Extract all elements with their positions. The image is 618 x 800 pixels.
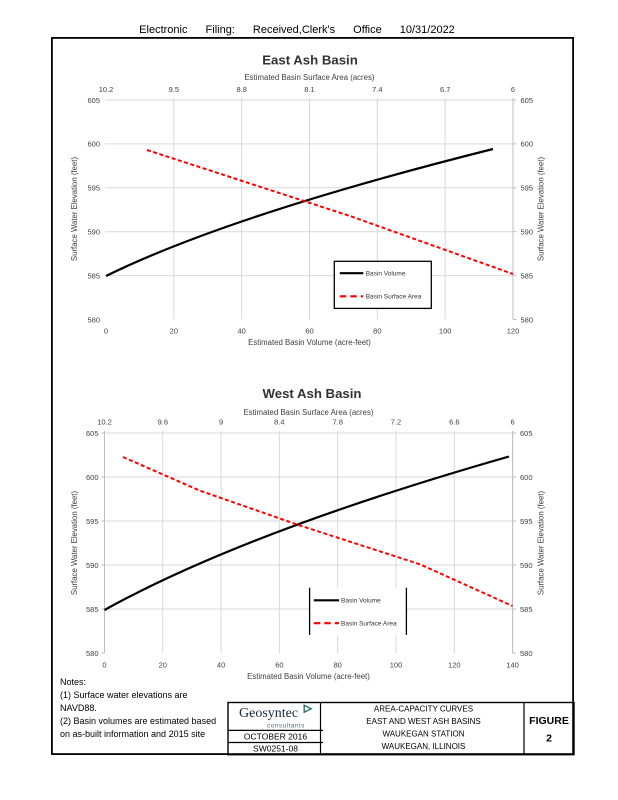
svg-text:600: 600 bbox=[521, 140, 534, 149]
svg-text:580: 580 bbox=[86, 649, 99, 658]
svg-text:Geosyntec: Geosyntec bbox=[239, 706, 298, 721]
svg-text:585: 585 bbox=[87, 271, 100, 280]
svg-text:Estimated Basin Surface Area (: Estimated Basin Surface Area (acres) bbox=[243, 408, 373, 417]
svg-text:WAUKEGAN STATION: WAUKEGAN STATION bbox=[382, 730, 464, 739]
svg-text:7.4: 7.4 bbox=[372, 85, 382, 94]
svg-text:9: 9 bbox=[219, 418, 223, 427]
svg-text:20: 20 bbox=[170, 327, 178, 336]
svg-text:Basin Volume: Basin Volume bbox=[366, 271, 406, 278]
svg-text:20: 20 bbox=[159, 661, 167, 670]
svg-text:Basin Volume: Basin Volume bbox=[341, 598, 381, 605]
svg-text:10.2: 10.2 bbox=[97, 418, 112, 427]
svg-text:605: 605 bbox=[87, 96, 100, 105]
svg-text:7.8: 7.8 bbox=[332, 418, 342, 427]
svg-text:(2) Basin volumes are estimate: (2) Basin volumes are estimated based bbox=[60, 716, 216, 726]
svg-text:605: 605 bbox=[86, 429, 99, 438]
svg-text:80: 80 bbox=[373, 327, 381, 336]
svg-text:80: 80 bbox=[334, 661, 342, 670]
svg-text:100: 100 bbox=[390, 661, 403, 670]
svg-text:590: 590 bbox=[86, 561, 99, 570]
svg-text:595: 595 bbox=[521, 184, 534, 193]
svg-text:590: 590 bbox=[521, 228, 534, 237]
svg-text:60: 60 bbox=[275, 661, 283, 670]
svg-text:consultants: consultants bbox=[267, 722, 305, 729]
svg-text:Surface Water Elevation (feet): Surface Water Elevation (feet) bbox=[70, 157, 79, 262]
svg-text:East Ash Basin: East Ash Basin bbox=[262, 53, 358, 68]
svg-text:Basin Surface Area: Basin Surface Area bbox=[341, 621, 397, 628]
svg-text:6.6: 6.6 bbox=[449, 418, 459, 427]
svg-text:(1) Surface water elevations a: (1) Surface water elevations are bbox=[60, 690, 188, 700]
svg-text:585: 585 bbox=[86, 605, 99, 614]
svg-text:605: 605 bbox=[521, 96, 534, 105]
svg-text:Surface Water Elevation (feet): Surface Water Elevation (feet) bbox=[537, 491, 546, 596]
svg-text:120: 120 bbox=[448, 661, 461, 670]
svg-text:8.1: 8.1 bbox=[304, 85, 314, 94]
svg-text:595: 595 bbox=[87, 184, 100, 193]
svg-text:EAST AND WEST ASH BASINS: EAST AND WEST ASH BASINS bbox=[366, 717, 480, 726]
svg-text:2: 2 bbox=[546, 733, 552, 745]
svg-text:8.8: 8.8 bbox=[236, 85, 246, 94]
svg-text:590: 590 bbox=[87, 228, 100, 237]
svg-text:585: 585 bbox=[521, 271, 534, 280]
svg-text:580: 580 bbox=[87, 315, 100, 324]
svg-text:Electronic Filing: Received,Cl: Electronic Filing: Received,Clerk's Offi… bbox=[139, 24, 455, 36]
svg-text:Surface Water Elevation (feet): Surface Water Elevation (feet) bbox=[70, 491, 79, 596]
svg-text:8.4: 8.4 bbox=[274, 418, 284, 427]
svg-text:7.2: 7.2 bbox=[391, 418, 401, 427]
svg-text:SW0251-08: SW0251-08 bbox=[253, 744, 298, 754]
svg-text:Notes:: Notes: bbox=[60, 677, 86, 687]
svg-text:600: 600 bbox=[86, 473, 99, 482]
svg-text:Estimated Basin Volume (acre-f: Estimated Basin Volume (acre-feet) bbox=[247, 672, 370, 681]
svg-text:595: 595 bbox=[86, 517, 99, 526]
svg-text:595: 595 bbox=[520, 517, 533, 526]
svg-text:100: 100 bbox=[439, 327, 452, 336]
svg-text:WAUKEGAN, ILLINOIS: WAUKEGAN, ILLINOIS bbox=[382, 742, 466, 751]
svg-text:60: 60 bbox=[305, 327, 313, 336]
svg-text:40: 40 bbox=[217, 661, 225, 670]
svg-text:10.2: 10.2 bbox=[99, 85, 114, 94]
svg-text:580: 580 bbox=[520, 649, 533, 658]
svg-text:40: 40 bbox=[237, 327, 245, 336]
svg-text:6: 6 bbox=[511, 85, 515, 94]
svg-text:0: 0 bbox=[102, 661, 106, 670]
svg-text:600: 600 bbox=[520, 473, 533, 482]
svg-text:OCTOBER 2016: OCTOBER 2016 bbox=[244, 731, 307, 741]
svg-text:120: 120 bbox=[507, 327, 520, 336]
svg-text:585: 585 bbox=[520, 605, 533, 614]
svg-text:580: 580 bbox=[521, 315, 534, 324]
svg-text:605: 605 bbox=[520, 429, 533, 438]
svg-text:FIGURE: FIGURE bbox=[529, 715, 569, 727]
svg-text:West Ash Basin: West Ash Basin bbox=[263, 386, 362, 401]
svg-text:AREA-CAPACITY CURVES: AREA-CAPACITY CURVES bbox=[374, 705, 473, 714]
svg-text:Estimated Basin Surface Area (: Estimated Basin Surface Area (acres) bbox=[244, 73, 374, 82]
svg-text:6: 6 bbox=[511, 418, 515, 427]
svg-text:9.5: 9.5 bbox=[169, 85, 179, 94]
svg-text:NAVD88.: NAVD88. bbox=[60, 703, 97, 713]
svg-text:Surface Water Elevation (feet): Surface Water Elevation (feet) bbox=[537, 157, 546, 262]
svg-text:6.7: 6.7 bbox=[440, 85, 450, 94]
svg-text:on as-built information and 20: on as-built information and 2015 site bbox=[60, 729, 205, 739]
svg-text:590: 590 bbox=[520, 561, 533, 570]
svg-text:140: 140 bbox=[506, 661, 519, 670]
svg-text:0: 0 bbox=[104, 327, 108, 336]
svg-text:Basin Surface Area: Basin Surface Area bbox=[366, 294, 422, 301]
svg-text:9.6: 9.6 bbox=[158, 418, 168, 427]
svg-text:600: 600 bbox=[87, 140, 100, 149]
svg-text:Estimated Basin Volume (acre-f: Estimated Basin Volume (acre-feet) bbox=[248, 338, 371, 347]
